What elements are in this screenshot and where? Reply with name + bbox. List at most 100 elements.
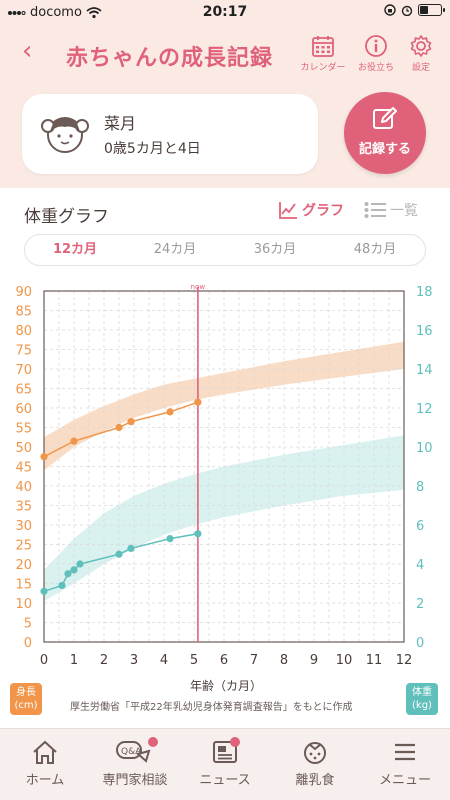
x-tick-label: 7 — [250, 653, 258, 668]
x-axis-label: 年齢（カ月） — [190, 678, 262, 693]
nav-news[interactable]: ニュース — [180, 729, 270, 800]
nav-home[interactable]: ホーム — [0, 729, 90, 800]
nav-menu[interactable]: メニュー — [360, 729, 450, 800]
battery-icon — [418, 4, 445, 16]
left-tick-label: 25 — [15, 539, 32, 554]
data-point-left — [166, 408, 174, 416]
view-graph-label: グラフ — [302, 203, 344, 219]
section-title: 体重グラフ — [24, 207, 109, 227]
tab-48-months[interactable]: 48カ月 — [353, 242, 397, 257]
right-tick-label: 14 — [416, 363, 433, 378]
left-tick-label: 0 — [24, 636, 32, 651]
tab-36-months[interactable]: 36カ月 — [253, 242, 297, 257]
right-tick-label: 12 — [416, 402, 433, 417]
left-tick-label: 60 — [15, 402, 32, 417]
data-point-right — [58, 581, 66, 590]
x-tick-label: 5 — [190, 653, 198, 668]
chevron-left-icon[interactable]: ‹ — [22, 36, 33, 66]
weight-axis-title: 体重 — [412, 687, 432, 698]
news-badge — [230, 737, 240, 747]
right-tick-label: 10 — [416, 441, 433, 456]
list-icon — [364, 202, 386, 218]
qa-badge — [148, 737, 158, 747]
calendar-button[interactable]: カレンダー — [298, 34, 348, 73]
nav-home-label: ホーム — [25, 773, 65, 788]
edit-icon — [373, 107, 397, 129]
right-tick-label: 16 — [416, 324, 433, 339]
child-age: 0歳5カ月と4日 — [104, 141, 201, 157]
data-point-right — [40, 587, 48, 595]
avatar — [41, 117, 89, 153]
left-tick-label: 55 — [15, 422, 32, 437]
tab-12-months[interactable]: 12カ月 — [52, 242, 98, 257]
x-tick-label: 9 — [310, 653, 318, 668]
x-tick-label: 6 — [220, 653, 228, 668]
calendar-label: カレンダー — [300, 63, 346, 73]
svg-text:Q&A: Q&A — [121, 747, 142, 757]
growth-band-right — [44, 435, 404, 602]
source-note: 厚生労働省「平成22年乳幼児身体発育調査報告」をもとに作成 — [70, 702, 353, 713]
record-button[interactable]: 記録する — [344, 92, 426, 174]
nav-baby-food[interactable]: 離乳食 — [270, 729, 360, 800]
carrier-name: docomo — [30, 5, 82, 20]
settings-button[interactable]: 設定 — [396, 34, 446, 73]
nav-expert-qa[interactable]: Q&A 専門家相談 — [90, 729, 180, 800]
plot-border — [43, 290, 405, 643]
x-tick-label: 4 — [160, 653, 168, 668]
x-tick-label: 2 — [100, 653, 108, 668]
view-list-toggle[interactable]: 一覧 — [364, 200, 418, 220]
data-point-right — [115, 550, 123, 558]
carrier: docomo — [8, 5, 102, 20]
left-tick-label: 20 — [15, 558, 32, 573]
left-tick-label: 5 — [24, 617, 32, 632]
x-tick-label: 8 — [280, 653, 288, 668]
left-tick-label: 50 — [15, 441, 32, 456]
data-point-right — [70, 566, 78, 574]
view-graph-toggle[interactable]: グラフ — [278, 200, 344, 220]
x-tick-label: 10 — [336, 653, 353, 668]
height-axis-unit: (cm) — [14, 700, 38, 711]
right-tick-label: 4 — [416, 558, 424, 573]
right-tick-label: 0 — [416, 636, 424, 651]
tips-label: お役立ち — [357, 63, 394, 73]
tab-24-months[interactable]: 24カ月 — [153, 242, 197, 257]
home-icon — [33, 740, 57, 764]
weight-axis-unit: (kg) — [412, 700, 432, 711]
series-line-left — [43, 401, 199, 458]
menu-icon — [395, 743, 415, 761]
alarm-icon — [401, 5, 413, 16]
left-tick-label: 80 — [15, 324, 32, 339]
tips-button[interactable]: お役立ち — [351, 34, 401, 73]
right-tick-label: 6 — [416, 519, 424, 534]
data-point-left — [127, 418, 135, 426]
status-bar: docomo 20:17 — [0, 0, 450, 26]
left-tick-label: 70 — [15, 363, 32, 378]
data-point-left — [70, 437, 78, 445]
nav-menu-label: メニュー — [378, 773, 431, 788]
weight-axis-tag: 体重 (kg) — [406, 683, 438, 715]
line-chart-icon — [279, 202, 297, 219]
status-icons — [384, 4, 445, 16]
child-profile-card[interactable]: 菜月 0歳5カ月と4日 — [22, 94, 318, 174]
left-tick-label: 90 — [15, 285, 32, 300]
left-tick-label: 40 — [15, 480, 32, 495]
height-axis-tag: 身長 (cm) — [10, 683, 42, 715]
left-tick-label: 75 — [15, 344, 32, 359]
left-tick-label: 10 — [15, 597, 32, 612]
nav-news-label: ニュース — [199, 773, 251, 788]
info-icon — [365, 35, 387, 57]
left-tick-label: 35 — [15, 500, 32, 515]
data-point-right — [76, 560, 84, 568]
baby-food-icon — [304, 742, 326, 764]
news-icon — [213, 741, 237, 763]
bottom-nav: ホーム Q&A 専門家相談 ニュース 離乳食 メニュー — [0, 728, 450, 800]
x-tick-label: 3 — [130, 653, 138, 668]
app-header: ‹ 赤ちゃんの成長記録 カレンダー お役立ち 設定 — [0, 26, 450, 84]
right-tick-label: 18 — [416, 285, 433, 300]
view-list-label: 一覧 — [390, 203, 418, 219]
gear-icon — [410, 35, 432, 57]
left-tick-label: 45 — [15, 461, 32, 476]
page-title: 赤ちゃんの成長記録 — [66, 46, 274, 71]
child-name: 菜月 — [104, 114, 137, 133]
right-tick-label: 8 — [416, 480, 424, 495]
